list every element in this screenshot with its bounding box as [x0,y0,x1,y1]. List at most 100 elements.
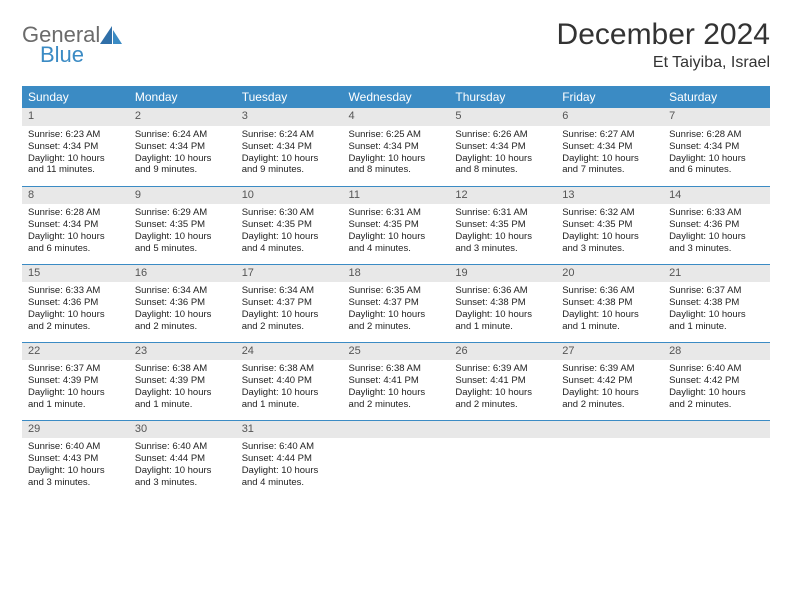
calendar-day: 2Sunrise: 6:24 AMSunset: 4:34 PMDaylight… [129,108,236,186]
sunrise-text: Sunrise: 6:33 AM [28,285,123,297]
day-number: 16 [129,265,236,283]
sunrise-text: Sunrise: 6:28 AM [28,207,123,219]
day-body [556,438,663,488]
sunset-text: Sunset: 4:36 PM [135,297,230,309]
day-number: 19 [449,265,556,283]
calendar-table: Sunday Monday Tuesday Wednesday Thursday… [22,86,770,498]
sunrise-text: Sunrise: 6:39 AM [455,363,550,375]
day-number [556,421,663,439]
sunrise-text: Sunrise: 6:38 AM [135,363,230,375]
day-body: Sunrise: 6:33 AMSunset: 4:36 PMDaylight:… [22,282,129,337]
daylight-text: Daylight: 10 hours and 1 minute. [669,309,764,333]
calendar-day [449,420,556,498]
day-body: Sunrise: 6:24 AMSunset: 4:34 PMDaylight:… [236,126,343,181]
sunset-text: Sunset: 4:34 PM [455,141,550,153]
day-body: Sunrise: 6:28 AMSunset: 4:34 PMDaylight:… [663,126,770,181]
day-body: Sunrise: 6:24 AMSunset: 4:34 PMDaylight:… [129,126,236,181]
daylight-text: Daylight: 10 hours and 3 minutes. [669,231,764,255]
dh-tue: Tuesday [236,86,343,108]
calendar-day: 9Sunrise: 6:29 AMSunset: 4:35 PMDaylight… [129,186,236,264]
daylight-text: Daylight: 10 hours and 1 minute. [455,309,550,333]
calendar-day: 7Sunrise: 6:28 AMSunset: 4:34 PMDaylight… [663,108,770,186]
sunrise-text: Sunrise: 6:38 AM [349,363,444,375]
day-number: 1 [22,108,129,126]
calendar-day: 23Sunrise: 6:38 AMSunset: 4:39 PMDayligh… [129,342,236,420]
calendar-day: 6Sunrise: 6:27 AMSunset: 4:34 PMDaylight… [556,108,663,186]
day-body: Sunrise: 6:26 AMSunset: 4:34 PMDaylight:… [449,126,556,181]
sunrise-text: Sunrise: 6:36 AM [562,285,657,297]
calendar-day: 29Sunrise: 6:40 AMSunset: 4:43 PMDayligh… [22,420,129,498]
day-body: Sunrise: 6:34 AMSunset: 4:37 PMDaylight:… [236,282,343,337]
sunrise-text: Sunrise: 6:31 AM [455,207,550,219]
day-number: 31 [236,421,343,439]
sunrise-text: Sunrise: 6:34 AM [135,285,230,297]
daylight-text: Daylight: 10 hours and 1 minute. [28,387,123,411]
sunset-text: Sunset: 4:43 PM [28,453,123,465]
sunset-text: Sunset: 4:39 PM [28,375,123,387]
calendar-day: 20Sunrise: 6:36 AMSunset: 4:38 PMDayligh… [556,264,663,342]
daylight-text: Daylight: 10 hours and 1 minute. [242,387,337,411]
day-body: Sunrise: 6:29 AMSunset: 4:35 PMDaylight:… [129,204,236,259]
day-body: Sunrise: 6:38 AMSunset: 4:40 PMDaylight:… [236,360,343,415]
sunrise-text: Sunrise: 6:34 AM [242,285,337,297]
sunset-text: Sunset: 4:38 PM [455,297,550,309]
day-number: 18 [343,265,450,283]
day-body: Sunrise: 6:23 AMSunset: 4:34 PMDaylight:… [22,126,129,181]
day-number: 20 [556,265,663,283]
page-title: December 2024 [557,18,770,52]
day-body: Sunrise: 6:36 AMSunset: 4:38 PMDaylight:… [556,282,663,337]
day-body [663,438,770,488]
day-number: 8 [22,187,129,205]
calendar-day: 8Sunrise: 6:28 AMSunset: 4:34 PMDaylight… [22,186,129,264]
daylight-text: Daylight: 10 hours and 5 minutes. [135,231,230,255]
day-body [343,438,450,488]
sunset-text: Sunset: 4:35 PM [242,219,337,231]
day-body: Sunrise: 6:36 AMSunset: 4:38 PMDaylight:… [449,282,556,337]
day-number: 27 [556,343,663,361]
sunrise-text: Sunrise: 6:29 AM [135,207,230,219]
calendar-day: 31Sunrise: 6:40 AMSunset: 4:44 PMDayligh… [236,420,343,498]
calendar-page: General Blue December 2024 Et Taiyiba, I… [0,0,792,516]
sunrise-text: Sunrise: 6:24 AM [242,129,337,141]
day-number: 13 [556,187,663,205]
calendar-day: 15Sunrise: 6:33 AMSunset: 4:36 PMDayligh… [22,264,129,342]
daylight-text: Daylight: 10 hours and 4 minutes. [242,231,337,255]
calendar-day: 5Sunrise: 6:26 AMSunset: 4:34 PMDaylight… [449,108,556,186]
day-body: Sunrise: 6:35 AMSunset: 4:37 PMDaylight:… [343,282,450,337]
sunset-text: Sunset: 4:34 PM [135,141,230,153]
sunset-text: Sunset: 4:34 PM [28,141,123,153]
sunset-text: Sunset: 4:34 PM [669,141,764,153]
sunset-text: Sunset: 4:36 PM [28,297,123,309]
day-body: Sunrise: 6:30 AMSunset: 4:35 PMDaylight:… [236,204,343,259]
calendar-week: 15Sunrise: 6:33 AMSunset: 4:36 PMDayligh… [22,264,770,342]
calendar-day: 16Sunrise: 6:34 AMSunset: 4:36 PMDayligh… [129,264,236,342]
day-body: Sunrise: 6:40 AMSunset: 4:43 PMDaylight:… [22,438,129,493]
daylight-text: Daylight: 10 hours and 2 minutes. [455,387,550,411]
day-number [343,421,450,439]
day-number: 6 [556,108,663,126]
sunrise-text: Sunrise: 6:32 AM [562,207,657,219]
calendar-day: 22Sunrise: 6:37 AMSunset: 4:39 PMDayligh… [22,342,129,420]
sunset-text: Sunset: 4:37 PM [242,297,337,309]
calendar-week: 22Sunrise: 6:37 AMSunset: 4:39 PMDayligh… [22,342,770,420]
calendar-day: 14Sunrise: 6:33 AMSunset: 4:36 PMDayligh… [663,186,770,264]
calendar-week: 1Sunrise: 6:23 AMSunset: 4:34 PMDaylight… [22,108,770,186]
day-number: 24 [236,343,343,361]
brand-text: General Blue [22,24,100,66]
sunset-text: Sunset: 4:42 PM [669,375,764,387]
daylight-text: Daylight: 10 hours and 4 minutes. [242,465,337,489]
sunrise-text: Sunrise: 6:33 AM [669,207,764,219]
daylight-text: Daylight: 10 hours and 3 minutes. [28,465,123,489]
day-body: Sunrise: 6:39 AMSunset: 4:41 PMDaylight:… [449,360,556,415]
dh-wed: Wednesday [343,86,450,108]
calendar-day: 30Sunrise: 6:40 AMSunset: 4:44 PMDayligh… [129,420,236,498]
calendar-day [343,420,450,498]
day-body: Sunrise: 6:40 AMSunset: 4:44 PMDaylight:… [129,438,236,493]
day-body: Sunrise: 6:38 AMSunset: 4:41 PMDaylight:… [343,360,450,415]
sunrise-text: Sunrise: 6:39 AM [562,363,657,375]
daylight-text: Daylight: 10 hours and 1 minute. [135,387,230,411]
daylight-text: Daylight: 10 hours and 3 minutes. [135,465,230,489]
sunset-text: Sunset: 4:35 PM [349,219,444,231]
day-number: 25 [343,343,450,361]
day-number: 23 [129,343,236,361]
